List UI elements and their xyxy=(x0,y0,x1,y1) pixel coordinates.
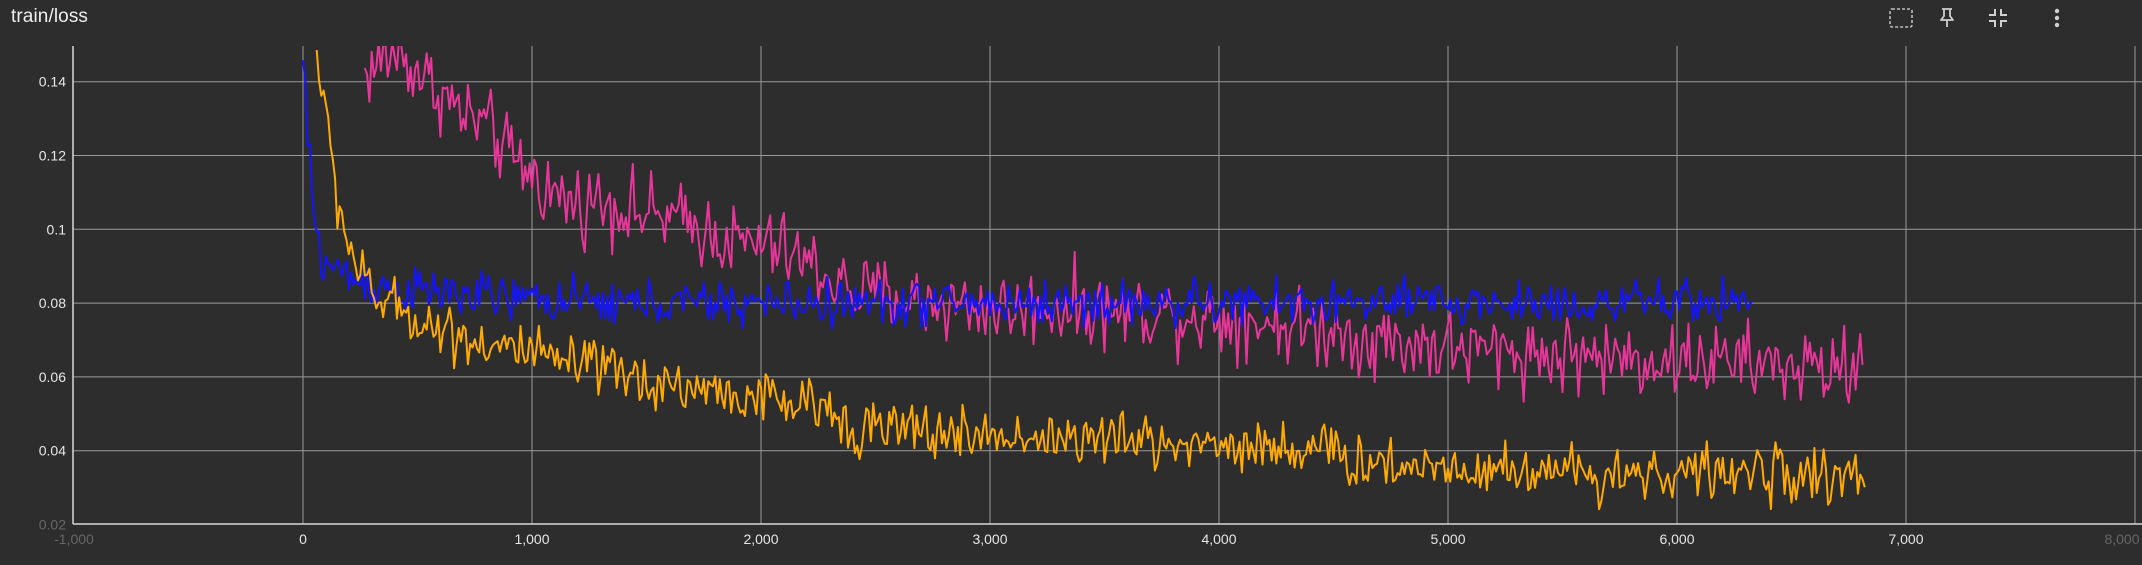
collapse-icon xyxy=(1987,7,2009,29)
more-vert-icon xyxy=(2053,7,2061,29)
card-title: train/loss xyxy=(11,6,89,27)
y-tick-label: 0.12 xyxy=(39,148,66,164)
card-toolbar xyxy=(1889,0,2142,36)
chart-grid xyxy=(73,46,2142,524)
y-tick-label: 0.06 xyxy=(39,369,66,385)
y-tick-label: 0.02 xyxy=(39,517,66,533)
x-tick-label: 0 xyxy=(299,531,307,547)
y-tick-label: 0.1 xyxy=(47,221,67,237)
x-tick-label: 1,000 xyxy=(514,531,549,547)
pin-button[interactable] xyxy=(1932,4,1962,32)
series-line-2 xyxy=(315,49,1866,511)
more-menu-button[interactable] xyxy=(2042,4,2072,32)
x-tick-label: 7,000 xyxy=(1888,531,1923,547)
x-tick-label: 2,000 xyxy=(743,531,778,547)
series-line-1 xyxy=(302,60,1754,330)
fit-domain-button[interactable] xyxy=(1886,4,1916,32)
chart-tick-labels: -1,000 0 1,000 2,000 3,000 4,000 5,000 6,000 7,0… xyxy=(39,74,2140,547)
x-tick-label: 8,000 xyxy=(2104,531,2139,547)
chart-series xyxy=(302,46,1866,511)
collapse-button[interactable] xyxy=(1983,4,2013,32)
x-tick-label: 4,000 xyxy=(1201,531,1236,547)
x-tick-label: -1,000 xyxy=(54,531,94,547)
y-tick-label: 0.08 xyxy=(39,295,66,311)
pin-icon xyxy=(1937,7,1957,29)
chart-axes xyxy=(72,46,2142,525)
y-tick-label: 0.14 xyxy=(39,74,66,90)
x-tick-label: 5,000 xyxy=(1430,531,1465,547)
fit-domain-icon xyxy=(1888,7,1914,29)
x-tick-label: 6,000 xyxy=(1659,531,1694,547)
x-tick-label: 3,000 xyxy=(972,531,1007,547)
y-tick-label: 0.04 xyxy=(39,443,66,459)
card-header: train/loss xyxy=(0,0,2142,40)
series-line-0 xyxy=(363,46,1864,404)
